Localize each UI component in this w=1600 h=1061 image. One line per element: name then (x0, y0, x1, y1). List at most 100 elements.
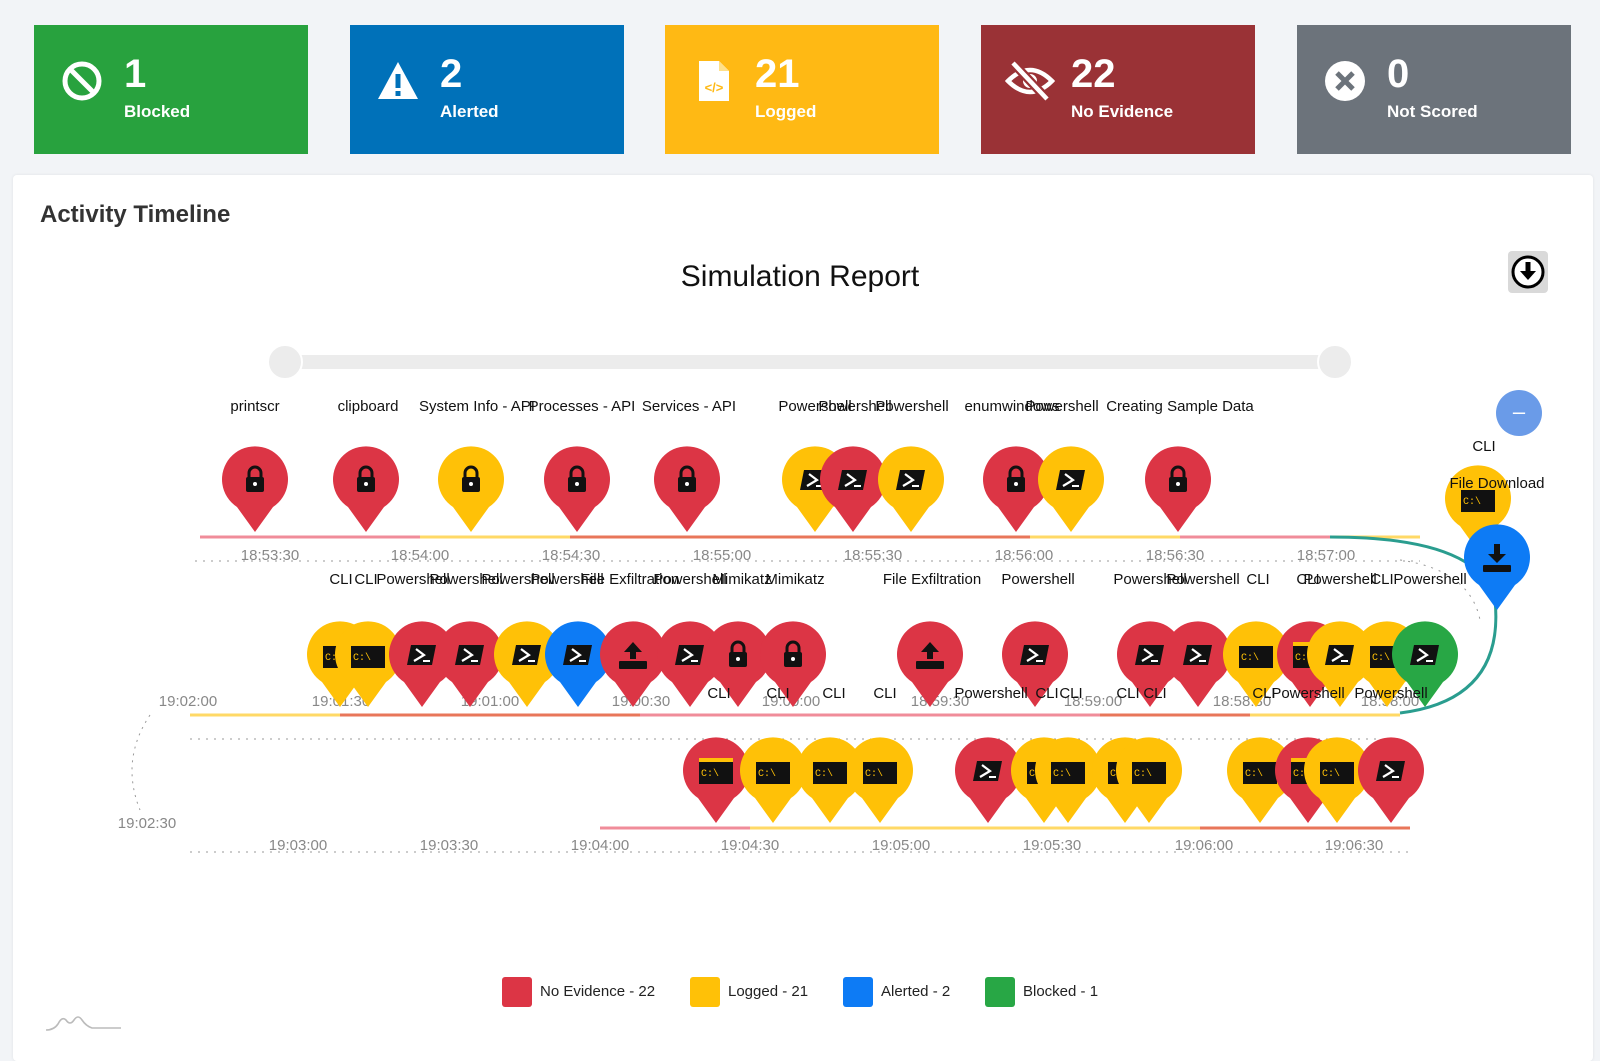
event-marker[interactable]: C:\ (797, 737, 863, 823)
cli-icon: C:\ (813, 758, 847, 784)
event-marker[interactable] (955, 737, 1022, 823)
event-marker[interactable]: C:\ (1304, 737, 1370, 823)
event-marker[interactable] (1165, 621, 1231, 707)
lock-hole (469, 482, 473, 486)
event-marker[interactable]: C:\ (1223, 621, 1289, 707)
stat-not-scored[interactable]: 0 Not Scored (1297, 25, 1571, 154)
event-marker[interactable] (1117, 621, 1183, 707)
ps-chevron (1416, 648, 1429, 662)
svg-text:</>: </> (705, 80, 724, 95)
cli-prompt: C:\ (701, 768, 719, 780)
event-marker[interactable] (545, 621, 611, 707)
event-marker[interactable] (438, 446, 505, 532)
event-marker[interactable] (1392, 621, 1459, 707)
lock-shackle (463, 465, 479, 478)
powershell-icon (1410, 645, 1439, 665)
lock-hole (253, 482, 257, 486)
event-label: CLI (1296, 571, 1319, 588)
legend-label: No Evidence - 22 (540, 983, 656, 1000)
row-connector-guide (1399, 559, 1481, 621)
cli-icon: C:\ (1320, 758, 1354, 784)
stat-label: Logged (755, 102, 817, 121)
legend-swatch (985, 977, 1015, 1007)
ps-chevron (1331, 648, 1344, 662)
event-marker[interactable] (436, 621, 503, 707)
lock-shackle (247, 465, 263, 478)
powershell-icon (838, 470, 867, 490)
tick-label: 19:06:30 (1325, 837, 1383, 854)
lock-hole (364, 482, 368, 486)
event-marker[interactable] (654, 446, 721, 532)
powershell-icon (896, 470, 925, 490)
upload-arrow (921, 642, 939, 659)
event-marker[interactable] (333, 446, 399, 532)
event-label: Powershell (1303, 571, 1376, 588)
event-label: File Download (1449, 475, 1544, 492)
range-slider[interactable] (267, 344, 1353, 380)
event-marker[interactable] (983, 446, 1049, 532)
lock-icon (357, 465, 375, 492)
lock-shackle (730, 640, 746, 653)
download-icon (1511, 255, 1545, 289)
event-marker[interactable] (1038, 446, 1104, 532)
stat-no-evidence[interactable]: 22 No Evidence (981, 25, 1255, 154)
cli-frame (1051, 758, 1085, 784)
event-marker[interactable]: C:\ (1116, 737, 1182, 823)
event-marker[interactable] (878, 446, 944, 532)
ps-frame (1325, 645, 1354, 665)
event-marker[interactable] (1464, 524, 1531, 610)
event-marker[interactable] (389, 621, 456, 707)
event-marker[interactable] (600, 621, 667, 707)
event-marker[interactable]: C:\ (1035, 737, 1102, 823)
powershell-icon (1020, 645, 1049, 665)
lock-icon (1169, 465, 1187, 492)
cli-bar (351, 642, 385, 646)
cli-frame (1320, 758, 1354, 784)
event-marker[interactable] (657, 621, 724, 707)
stat-label: No Evidence (1071, 102, 1174, 121)
stat-logged[interactable]: </> 21 Logged (665, 25, 939, 154)
event-marker[interactable] (543, 446, 610, 532)
event-marker[interactable] (221, 446, 288, 532)
event-label: Powershell (376, 571, 449, 588)
event-marker[interactable]: C:\ (1227, 737, 1293, 823)
legend-label: Logged - 21 (728, 983, 809, 1000)
event-marker[interactable] (494, 621, 560, 707)
event-marker[interactable]: C:\ (847, 737, 913, 823)
upload-tray (619, 661, 647, 669)
event-label: CLI (1252, 685, 1275, 702)
event-marker[interactable] (1358, 737, 1424, 823)
event-marker[interactable] (704, 621, 771, 707)
download-button[interactable] (1508, 251, 1548, 293)
legend-label: Blocked - 1 (1023, 983, 1099, 1000)
event-label: CLI (1059, 685, 1082, 702)
event-marker[interactable]: C:\ (335, 621, 402, 707)
event-label: CLI (1035, 685, 1058, 702)
event-marker[interactable] (897, 621, 964, 707)
event-marker[interactable]: C:\ (740, 737, 806, 823)
stat-alerted[interactable]: 2 Alerted (350, 25, 624, 154)
event-marker[interactable] (1001, 621, 1069, 707)
cli-bar (863, 758, 897, 762)
ps-chevron (806, 473, 819, 487)
event-marker[interactable] (1145, 446, 1211, 532)
legend-label: Alerted - 2 (881, 983, 951, 1000)
event-marker[interactable]: C:\ (1445, 465, 1511, 551)
ps-frame (1056, 470, 1085, 490)
tick-label: 18:55:00 (693, 547, 751, 564)
event-marker[interactable] (760, 621, 827, 707)
cli-bar (1239, 642, 1273, 646)
ps-chevron (461, 648, 474, 662)
zoom-out-button[interactable]: – (1496, 390, 1542, 436)
event-label: Powershell (1354, 685, 1427, 702)
event-marker[interactable]: C:\ (683, 737, 750, 823)
cli-bar (1461, 486, 1495, 490)
tick-label: 19:04:30 (721, 837, 779, 854)
legend-swatch (502, 977, 532, 1007)
event-marker[interactable] (820, 446, 886, 532)
event-label: Powershell (1166, 571, 1239, 588)
stat-blocked[interactable]: 1 Blocked (34, 25, 308, 154)
ps-frame (1020, 645, 1049, 665)
cli-icon: C:\ (863, 758, 897, 784)
